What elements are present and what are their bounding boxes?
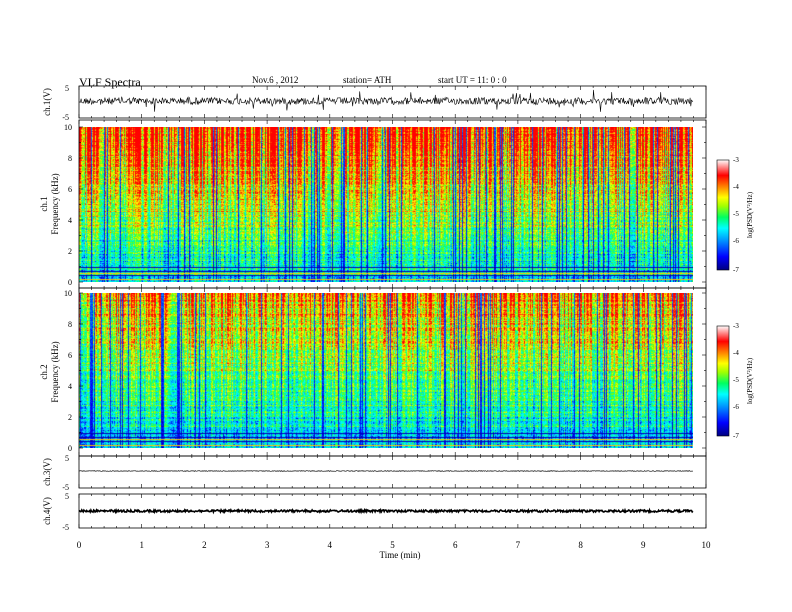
spec1-tick: 8 [68,154,72,163]
svg-text:-5: -5 [733,210,739,218]
spec2-axis-label-line2: Frequency (kHz) [50,341,60,402]
colorbar-2: -3 -4 -5 -6 -7 log(PSD(V²/Hz) [716,322,754,440]
colorbar-1: -3 -4 -5 -6 -7 log(PSD(V²/Hz) [716,156,754,274]
spec2-tick: 6 [68,351,72,360]
colorbar-2-label: log(PSD(V²/Hz) [746,357,754,404]
ch4-axis-label: ch.4(V) [42,497,52,525]
date-text: Nov.6 , 2012 [252,75,298,85]
spectrogram-ch2 [79,293,693,448]
ch1-tick-top: 5 [65,84,69,93]
spec2-tick: 10 [64,289,72,298]
spectrogram-ch1 [79,127,693,282]
x-tick-label: 7 [516,540,521,550]
colorbar-1-label: log(PSD(V²/Hz) [746,191,754,238]
svg-text:-7: -7 [733,266,739,274]
ch3-tick-top: 5 [65,454,69,463]
spec2-tick: 8 [68,320,72,329]
spec1-tick: 10 [64,123,72,132]
spec1-tick: 2 [68,247,72,256]
colorbar-2-ticks: -3 -4 -5 -6 -7 [733,322,739,440]
spec2-axis-label-line1: ch.2 [39,364,49,379]
axis-ticks [78,86,707,528]
x-tick-label: 9 [641,540,646,550]
spec2-tick: 0 [68,444,72,453]
ch3-axis-label: ch.3(V) [42,458,52,486]
x-tick-label: 3 [265,540,270,550]
x-tick-label: 4 [328,540,333,550]
spec1-axis-label-line2: Frequency (kHz) [50,173,60,234]
x-tick-label: 6 [453,540,458,550]
figure-title: VLF Spectra [79,75,141,89]
y-tick-labels: 5 -5 10 8 6 4 2 0 10 8 6 4 2 0 5 -5 5 -5 [62,84,72,532]
colorbar-1-ticks: -3 -4 -5 -6 -7 [733,156,739,274]
ch3-tick-bottom: -5 [62,483,69,492]
svg-text:-6: -6 [733,237,739,245]
spec1-tick: 4 [68,216,72,225]
station-text: station= ATH [343,75,392,85]
ch3-frame [78,455,707,489]
spec1-tick: 0 [68,278,72,287]
svg-text:-6: -6 [733,403,739,411]
svg-text:-3: -3 [733,156,739,164]
spec2-tick: 2 [68,413,72,422]
ch1-waveform [78,89,694,112]
spec2-tick: 4 [68,382,72,391]
x-tick-label: 10 [702,540,712,550]
ch4-waveform [78,507,694,515]
ch4-tick-bottom: -5 [62,523,69,532]
svg-text:-7: -7 [733,432,739,440]
svg-text:-4: -4 [733,349,739,357]
x-tick-label: 1 [139,540,144,550]
x-tick-label: 5 [390,540,395,550]
svg-text:-5: -5 [733,376,739,384]
x-tick-label: 2 [202,540,207,550]
x-tick-label: 8 [578,540,583,550]
svg-text:-4: -4 [733,183,739,191]
x-axis-label: Time (min) [380,550,421,560]
ch1-tick-bottom: -5 [62,113,69,122]
x-tick-label: 0 [77,540,82,550]
ch3-waveform [78,470,693,472]
ch4-tick-top: 5 [65,492,69,501]
ch1-axis-label: ch.1(V) [42,88,52,116]
spec1-axis-label-line1: ch.1 [39,196,49,211]
start-time-text: start UT = 11: 0 : 0 [438,75,507,85]
x-tick-labels: 0 1 2 3 4 5 6 7 8 9 10 [77,540,711,550]
svg-text:-3: -3 [733,322,739,330]
spec1-tick: 6 [68,185,72,194]
